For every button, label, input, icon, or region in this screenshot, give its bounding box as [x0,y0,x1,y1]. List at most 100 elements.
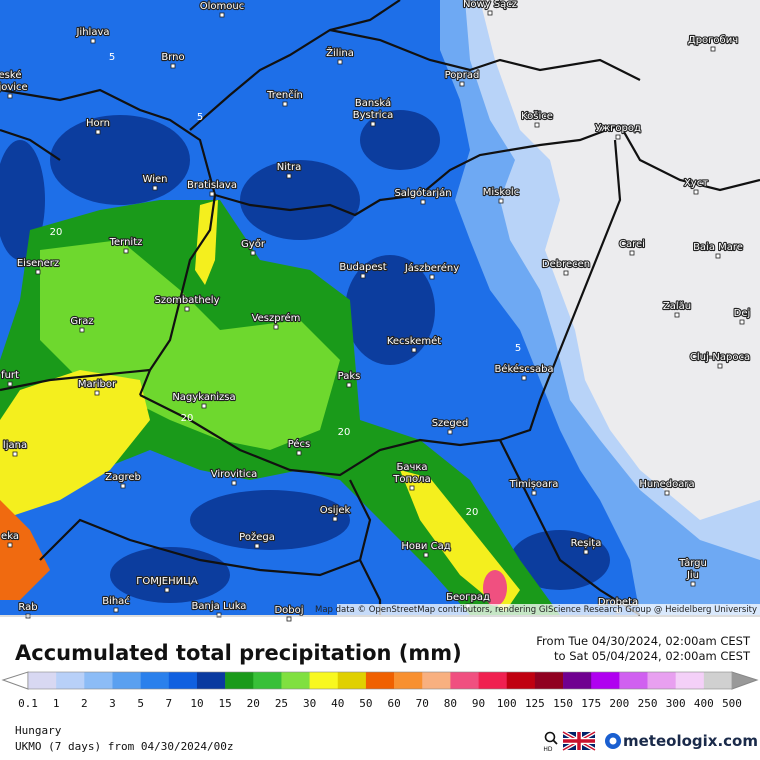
city-marker [250,250,256,256]
city-marker [95,129,101,135]
city-marker [531,490,537,496]
city-marker [360,273,366,279]
legend-swatch [450,672,479,689]
city-label: Košice [521,110,553,122]
city-label: Jihlava [75,27,109,38]
contour-label: 5 [109,52,115,63]
legend-swatch [112,672,141,689]
region: Hungary [15,724,62,737]
legend-swatch [309,672,339,689]
city-label: furt [1,370,19,381]
legend-label: 15 [218,697,231,710]
city-marker [12,451,18,457]
legend-swatch [196,672,226,689]
legend-swatch [253,672,282,689]
precip-area [0,500,50,600]
attribution: Map data © OpenStreetMap contributors, r… [315,605,757,615]
city-label: Нови Сад [401,541,450,552]
contour-label: 20 [50,227,63,238]
legend-swatch [225,672,254,689]
legend-label: 2 [81,697,88,710]
city-label: Nitra [277,162,301,173]
city-label: Ужгород [595,123,641,134]
legend-label: 125 [525,697,545,710]
city-label: Győr [241,238,266,250]
precip-area [0,370,150,520]
legend-swatch [422,672,451,689]
city-label: Trenčín [266,89,303,101]
precip-dark [0,110,610,603]
city-marker [94,390,100,396]
precip-area [40,240,340,450]
city-label: Budapest [339,262,386,273]
title: Accumulated total precipitation (mm) [15,641,462,665]
city-label: Doboj [274,605,303,616]
city-label: Miskolc [483,187,519,198]
zoom-icon[interactable] [544,731,556,743]
city-label: Nowy Sącz [463,0,517,10]
brand[interactable]: meteologix.com [623,732,758,750]
legend-swatch [619,672,648,689]
city-marker [296,450,302,456]
precip-peak [483,570,507,606]
city-marker [7,381,13,387]
city-marker [231,480,237,486]
city-label: Хуст [684,178,708,189]
city-marker [487,10,493,16]
legend-label: 300 [666,697,686,710]
uk-flag[interactable] [562,730,596,752]
city-label: Dej [734,308,751,319]
legend-label: 25 [275,697,288,710]
legend-label: 7 [165,697,172,710]
city-label: Hunedoara [639,479,694,490]
city-marker [447,429,453,435]
city-label: Horn [86,118,110,129]
city-label: Jiu [686,570,699,581]
city-marker [534,122,540,128]
legend-label: 5 [137,697,144,710]
city-label: Banja Luka [192,601,247,612]
legend-label: 100 [497,697,517,710]
legend-swatch [394,672,423,689]
city-label: Eisenerz [17,258,59,269]
legend-swatch [506,672,536,689]
legend-swatch [28,672,57,689]
city-marker [273,324,279,330]
contour-label: 20 [181,413,194,424]
legend-label: 250 [638,697,658,710]
legend-label: 80 [444,697,457,710]
city-label: Osijek [320,505,351,516]
legend-swatch [365,672,395,689]
city-label: Graz [70,316,93,327]
city-marker [282,101,288,107]
city-label: Zalău [663,301,691,312]
city-marker [429,274,435,280]
city-label: ljana [3,440,27,451]
city-marker [254,543,260,549]
legend-swatch [84,672,113,689]
city-label: Београд [446,592,490,603]
city-label: Wien [143,174,168,185]
city-marker [710,46,716,52]
city-marker [201,403,207,409]
city-label: Brno [161,52,184,63]
city-marker [90,38,96,44]
city-label: Бачка [396,462,427,473]
legend-swatch [168,672,198,689]
legend-label: 70 [416,697,429,710]
city-label: Reșița [571,538,602,549]
contour-label: 5 [197,112,203,123]
legend-label: 90 [472,697,485,710]
legend-swatch [675,672,705,689]
city-marker [664,490,670,496]
city-marker [459,81,465,87]
legend-label: 3 [109,697,116,710]
city-label: Szeged [432,418,469,429]
city-label: Szombathely [154,295,219,306]
city-label: Poprad [445,70,480,81]
city-marker [629,250,635,256]
city-label: Békéscsaba [494,363,553,375]
legend-arrow-high [731,671,759,690]
attribution-bg [337,604,760,615]
